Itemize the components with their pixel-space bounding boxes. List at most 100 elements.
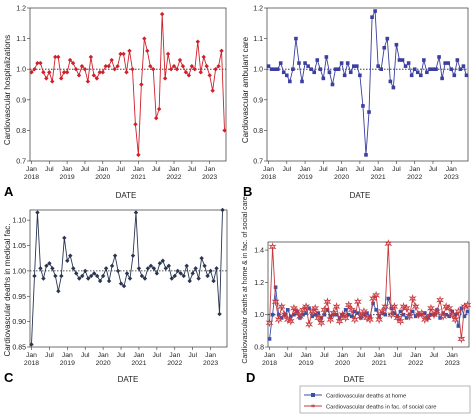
panel-d-xtick-label: Jan (264, 352, 275, 359)
panel-d-series-1-point (381, 302, 390, 312)
panel-d-series-0-point (465, 309, 470, 314)
panel-d-series-0-point (419, 312, 424, 317)
panel-b-series-0-point (382, 45, 387, 50)
panel-d-series-1-point (366, 315, 374, 325)
panel-c-series-0-point (65, 258, 70, 263)
panel-b-series-0-point (388, 79, 393, 84)
panel-d-series-1-point (326, 315, 335, 325)
panel-c-frame (29, 209, 228, 348)
panel-b-ytick-label: 0.7 (253, 159, 263, 166)
panel-d-series-1-point (454, 306, 463, 316)
panel-b-xtick-label: Jul (356, 166, 365, 173)
panel-d-legend: Cardiovascular deaths at home ✶ Cardiova… (299, 385, 471, 414)
panel-b-series-0-point (266, 64, 271, 68)
panel-c-series-0-point (80, 273, 85, 279)
panel-d-frame (267, 241, 470, 348)
panel-a-series-0-point (192, 67, 198, 72)
panel-d-series-1-point (387, 310, 396, 320)
panel-d-series-0-point (380, 311, 385, 315)
panel-b-series-0-point (464, 73, 469, 78)
panel-d-series-0-point (346, 312, 351, 317)
panel-c-series-0-point (50, 266, 55, 271)
panel-b-series-0-point (355, 64, 359, 68)
panel-a-series-0-point (58, 76, 64, 81)
panel-b-series-0-point (379, 67, 384, 71)
panel-d-series-0-point (316, 311, 321, 315)
panel-d-series-1-point (353, 297, 362, 307)
panel-b-letter: B (243, 184, 252, 199)
panel-d-series-1-point (393, 313, 402, 323)
panel-b-series-0-point (364, 153, 368, 157)
panel-c-series-0-point (112, 253, 118, 258)
panel-d-ylabel: Cardiovascular deaths at home & in fac. … (242, 196, 249, 363)
panel-d-series-0-point (270, 312, 275, 317)
panel-d-xtick-year: 2019 (299, 360, 314, 367)
panel-a-series-0-point (103, 63, 108, 69)
panel-a-xtick-label: Jan (26, 166, 37, 173)
panel-b-ytick-label: 0.8 (253, 128, 263, 135)
panel-c-series-0-point (109, 263, 115, 269)
panel-b-series-0-point (422, 58, 426, 62)
panel-b-xlabel: DATE (350, 191, 371, 200)
panel-a-ytick-label: 1.2 (16, 6, 26, 13)
panel-c-series-0-point (127, 276, 133, 281)
panel-a-series-0-point (106, 63, 111, 69)
panel-a-xtick-year: 2022 (166, 174, 181, 181)
panel-a-series-0-point (162, 76, 168, 81)
panel-c-series-0-point (91, 271, 97, 276)
panel-c-series-0-point (74, 271, 79, 276)
panel-a-xtick-label: Jul (152, 166, 161, 173)
panel-a-series-0-point (124, 70, 129, 75)
legend-marker-home (311, 393, 315, 397)
panel-c-series-0-point (148, 263, 154, 269)
panel-b-series-0-point (351, 64, 356, 68)
panel-b-series-0-point (373, 9, 377, 13)
panel-c-xtick-label: Jan (62, 352, 73, 359)
panel-c-series-0-point (187, 278, 192, 284)
panel-d-series-1-point (311, 303, 320, 313)
panel-a-series-0-point (47, 70, 52, 75)
panel-c-series-0-point (100, 273, 106, 279)
panel-d-series-1-point (372, 290, 381, 300)
panel-a-xtick-label: Jan (62, 166, 73, 173)
panel-d-series-0-point (386, 296, 391, 301)
panel-a-series-0-point (148, 63, 153, 69)
panel-c-series-0-point (68, 253, 73, 258)
panel-d-series-0-point (304, 311, 308, 315)
panel-a-ylabel: Cardiovascular hospitalizations (3, 35, 12, 145)
legend-label-home: Cardiovascular deaths at home (326, 394, 406, 400)
panel-d-series-0-point (356, 311, 360, 315)
panel-c-series-0-point (169, 276, 174, 281)
panel-c-series-0-point (145, 266, 151, 271)
panel-d-series-0-point (359, 316, 363, 320)
panel-d-series-1-point (317, 318, 326, 328)
panel-b-series-0-point (281, 70, 286, 75)
panel-b-series-0-point (431, 67, 435, 71)
panel-a-series-0-point (53, 54, 58, 60)
panel-a-series-0-point (210, 88, 215, 93)
panel-d-series-1-point (277, 302, 286, 312)
panel-c-series-0-point (97, 278, 103, 284)
panel-b-series-0-point (284, 73, 289, 78)
panel-c-series-0-point (47, 261, 52, 266)
panel-a-series-0-point (177, 57, 183, 63)
panel-a-xtick-label: Jan (97, 166, 108, 173)
panel-c-series-0-point (202, 263, 207, 269)
panel-c-xtick-year: 2021 (131, 360, 146, 367)
panel-a-series-0-point (159, 11, 165, 17)
panel-a-series-0-point (165, 51, 171, 57)
panel-a-series-0-point (109, 57, 114, 63)
panel-d-series-1-point (375, 315, 384, 325)
panel-d-series-0-point (322, 312, 327, 317)
panel-c-xtick-label: Jul (81, 352, 90, 359)
panel-c-series-0-point (142, 276, 148, 281)
panel-a-series-0-point (91, 73, 97, 78)
panel-a-series-0-point (121, 51, 126, 57)
panel-d-series-1-point (414, 310, 423, 320)
panel-c-series-0-point (29, 342, 34, 347)
panel-a-series-0-point (97, 70, 102, 75)
panel-b-series-0-point (312, 70, 317, 75)
panel-b-ylabel: Cardiovascular ambulant care (241, 36, 250, 143)
panel-d-series-0-point (313, 312, 318, 317)
